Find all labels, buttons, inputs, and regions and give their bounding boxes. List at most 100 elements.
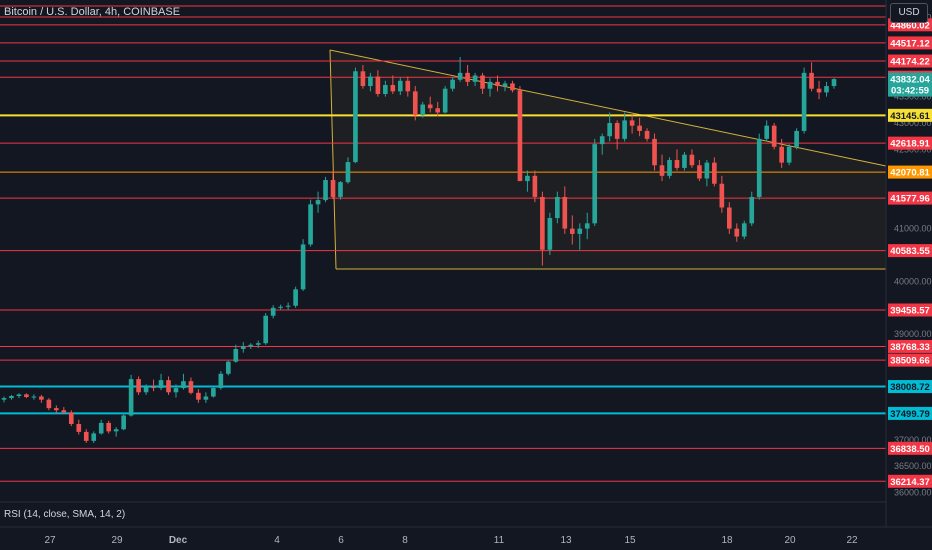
- price-badge-level: 44174.22: [890, 57, 930, 68]
- candle-body: [83, 431, 89, 441]
- candle-body: [226, 361, 231, 374]
- candle-body: [390, 85, 396, 92]
- candle-body: [427, 104, 433, 109]
- candle-body: [285, 305, 291, 307]
- candle-body: [196, 392, 201, 400]
- candle-body: [726, 207, 732, 229]
- candle-body: [240, 346, 246, 349]
- candle-body: [831, 79, 837, 87]
- price-badge-level: 40583.55: [890, 246, 930, 257]
- candle-body: [495, 81, 500, 87]
- price-tick-label: 43500.00: [894, 92, 932, 102]
- candle-body: [353, 71, 358, 163]
- time-axis-label: 8: [402, 535, 408, 546]
- candle-body: [293, 289, 298, 306]
- price-badge-level: 42070.81: [890, 168, 930, 179]
- candle-body: [465, 72, 470, 82]
- candle-body: [54, 408, 59, 411]
- candle-body: [173, 388, 179, 393]
- price-badge-level: 43145.61: [890, 111, 930, 122]
- candle-body: [233, 348, 239, 362]
- price-tick-label: 41000.00: [894, 224, 932, 234]
- candle-body: [689, 154, 695, 166]
- candle-body: [278, 306, 283, 308]
- candle-body: [756, 138, 762, 197]
- candle-body: [824, 86, 829, 93]
- time-axis[interactable]: 27 29 Dec 4 6 8 11 13 15 18 20 22: [44, 535, 858, 546]
- candle-body: [697, 165, 702, 179]
- price-badge-level: 37499.79: [890, 409, 930, 420]
- price-badge-level-bg: [888, 353, 932, 367]
- candle-body: [502, 83, 508, 87]
- price-badge-level-bg: [888, 36, 932, 50]
- candle-body: [412, 91, 418, 116]
- price-tick-label: 37000.00: [894, 435, 932, 445]
- price-badge-level-bg: [888, 136, 932, 150]
- candle-body: [749, 196, 755, 224]
- candle-body: [540, 196, 545, 250]
- candle-body: [39, 396, 44, 400]
- candle-body: [9, 395, 14, 399]
- candle-body: [263, 315, 269, 344]
- candle-body: [24, 394, 29, 398]
- candle-body: [203, 396, 209, 400]
- candle-body: [629, 120, 635, 126]
- candle-body: [61, 410, 67, 413]
- candle-body: [816, 88, 822, 93]
- candle-body: [16, 394, 22, 396]
- candle-body: [136, 379, 141, 393]
- candle-body: [330, 180, 336, 197]
- candle-body: [106, 422, 112, 432]
- current-price-badge-bg: [888, 72, 932, 97]
- candle-body: [577, 228, 583, 234]
- time-axis-label: 13: [560, 535, 572, 546]
- candle-body: [113, 429, 119, 432]
- triangle-fill: [330, 50, 886, 269]
- rsi-indicator-label[interactable]: RSI (14, close, SMA, 14, 2): [4, 509, 126, 520]
- candle-body: [659, 165, 665, 176]
- price-badge-level: 44517.12: [890, 38, 930, 49]
- candle-body: [562, 196, 568, 229]
- candle-body: [46, 399, 52, 409]
- price-badge-level-bg: [888, 339, 932, 353]
- time-axis-label: 27: [44, 535, 56, 546]
- price-badge-level: 38768.33: [890, 342, 930, 353]
- candle-body: [667, 159, 672, 176]
- chart-axes: [0, 0, 932, 528]
- candle-body: [652, 138, 657, 166]
- price-badge-level-bg: [888, 406, 932, 420]
- candle-body: [255, 343, 261, 345]
- symbol-title[interactable]: Bitcoin / U.S. Dollar, 4h, COINBASE: [4, 6, 181, 18]
- candle-body: [121, 415, 126, 430]
- candle-body: [794, 130, 799, 147]
- horizontal-levels: [0, 5, 886, 482]
- candle-body: [98, 422, 104, 434]
- candle-body: [248, 344, 254, 347]
- candle-body: [614, 123, 620, 139]
- candle-body: [704, 162, 710, 179]
- candle-body: [1, 398, 7, 400]
- time-axis-label: 29: [111, 535, 123, 546]
- candle-body: [211, 388, 216, 397]
- price-badge-level-bg: [888, 380, 932, 394]
- price-badge-level: 42618.91: [890, 139, 930, 150]
- candle-body: [480, 75, 485, 89]
- candle-body: [682, 154, 687, 168]
- candle-body: [472, 75, 478, 82]
- candle-body: [525, 175, 530, 182]
- candle-body: [435, 108, 441, 113]
- candle-body: [76, 423, 82, 432]
- currency-button[interactable]: USD: [890, 3, 928, 23]
- candle-body: [166, 380, 171, 393]
- candle-body: [555, 196, 560, 219]
- price-badges: 44860.0244517.1244174.2243868.0543145.61…: [888, 18, 932, 488]
- candle-body: [375, 76, 381, 94]
- candle-body: [547, 218, 553, 250]
- candle-body: [584, 223, 590, 229]
- candle-body: [218, 373, 224, 389]
- candle-body: [405, 80, 411, 92]
- candle-body: [420, 104, 426, 116]
- candle-body: [181, 381, 186, 389]
